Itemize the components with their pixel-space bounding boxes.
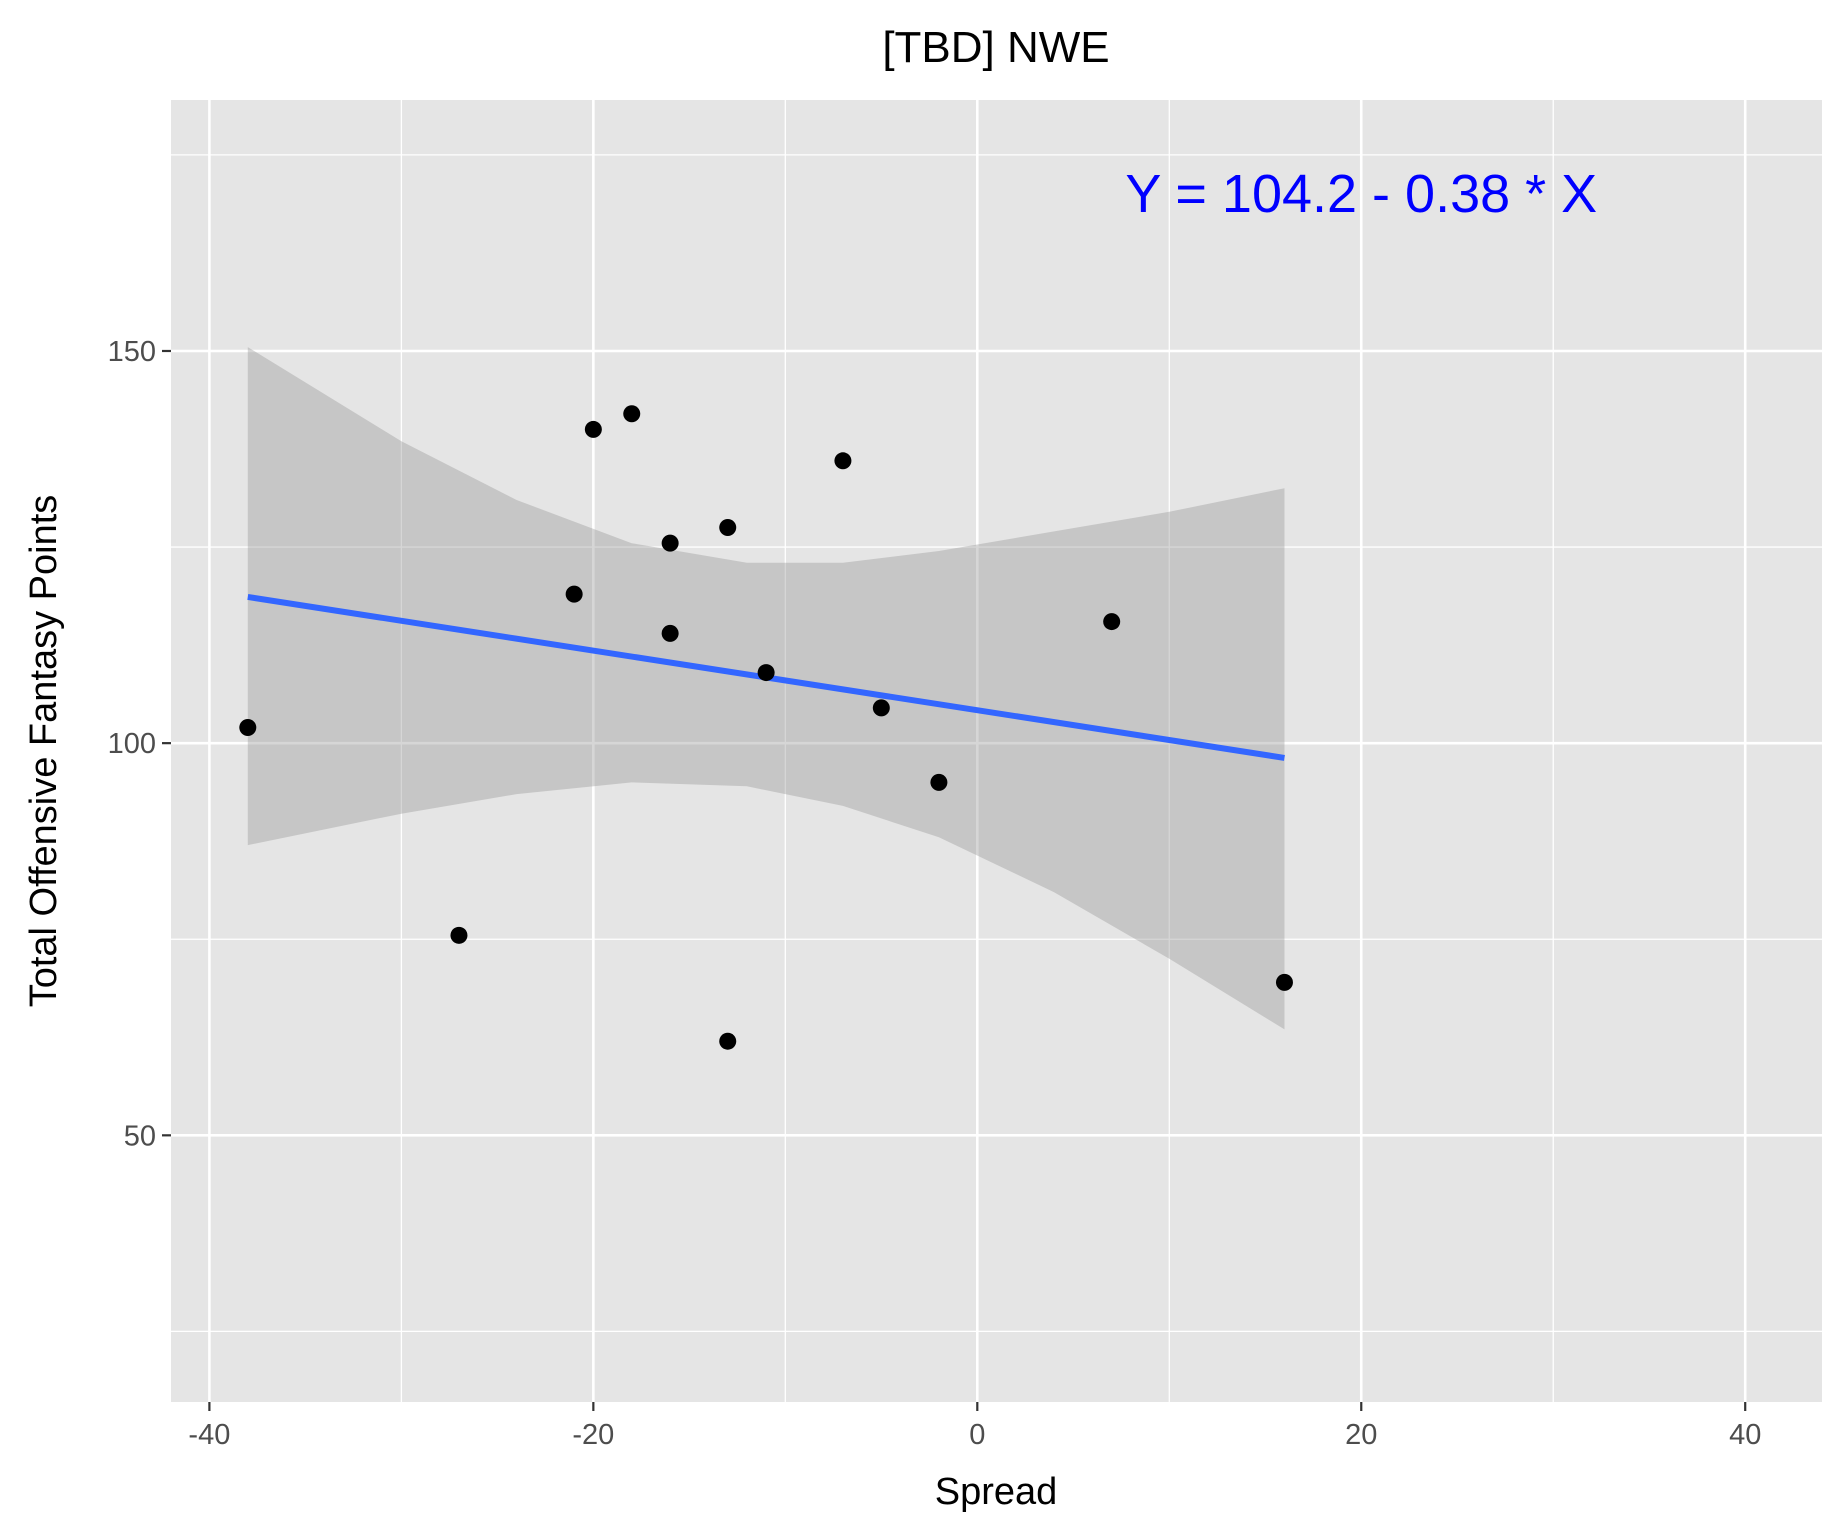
data-point: [719, 518, 737, 536]
y-tick-label: 100: [108, 728, 156, 760]
data-point: [1275, 973, 1293, 991]
data-point: [623, 405, 641, 423]
data-points-layer: [239, 405, 1293, 1050]
y-tick-label: 50: [124, 1120, 156, 1152]
plot-panel: [171, 100, 1822, 1402]
regression-equation-annotation: Y = 104.2 - 0.38 * X: [1125, 164, 1597, 224]
data-point: [239, 718, 257, 736]
data-point: [661, 534, 679, 552]
y-tick-label: 150: [108, 336, 156, 368]
data-point: [584, 420, 602, 438]
data-point: [719, 1032, 737, 1050]
data-point: [450, 926, 468, 944]
minor-gridlines: [171, 100, 1822, 1402]
data-point: [872, 699, 890, 717]
x-tick-label: -20: [572, 1419, 614, 1451]
confidence-band: [247, 347, 1285, 1030]
data-point: [834, 452, 852, 470]
y-axis-title: Total Offensive Fantasy Points: [23, 495, 65, 1008]
x-tick-label: 40: [1729, 1419, 1761, 1451]
x-axis-title: Spread: [935, 1471, 1058, 1513]
data-point: [757, 664, 775, 682]
data-point: [930, 773, 948, 791]
axes-layer: -40 -20 0 20 40 50 100 150: [108, 336, 1762, 1451]
x-tick-label: 20: [1345, 1419, 1377, 1451]
x-tick-label: -40: [188, 1419, 230, 1451]
major-gridlines: [171, 100, 1822, 1402]
confidence-band-layer: [247, 347, 1285, 1030]
x-tick-label: 0: [969, 1419, 985, 1451]
data-point: [565, 585, 583, 603]
chart-title: [TBD] NWE: [882, 23, 1109, 72]
data-point: [1103, 613, 1121, 631]
data-point: [661, 624, 679, 642]
